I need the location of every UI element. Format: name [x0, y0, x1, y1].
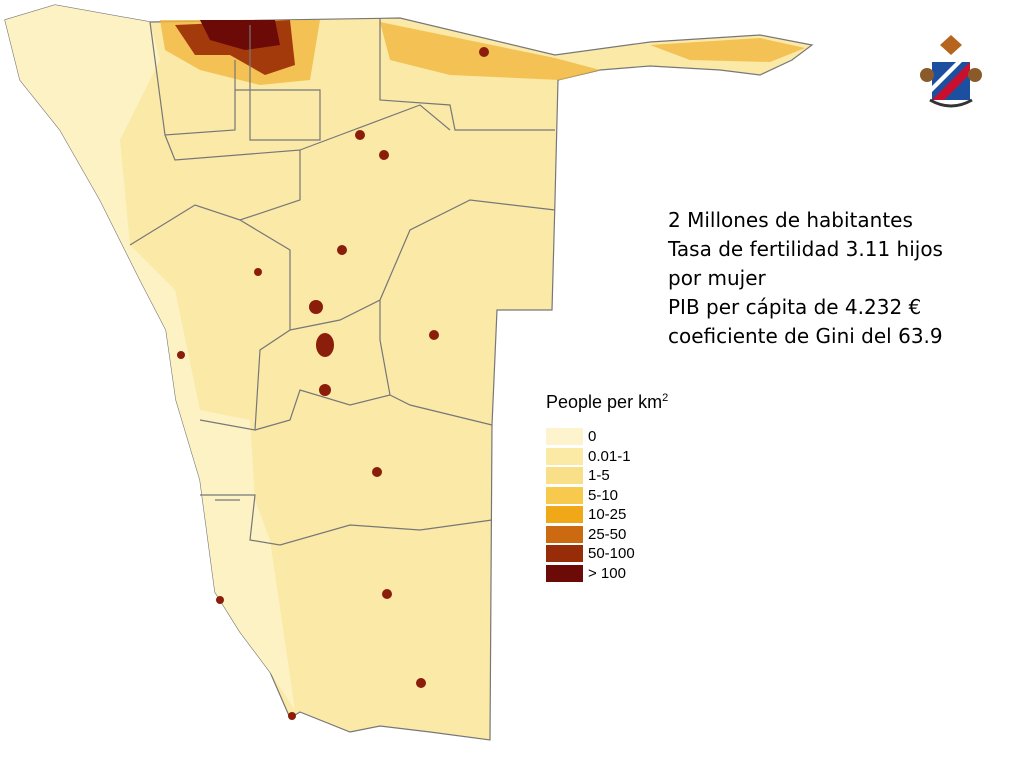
legend-swatch [546, 486, 583, 504]
region-borders [129, 18, 556, 546]
legend-row: 1-5 [546, 466, 716, 486]
info-line: coeficiente de Gini del 63.9 [668, 324, 943, 348]
info-line: Tasa de fertilidad 3.11 hijos por mujer [668, 237, 943, 290]
legend-title-text: People per km [546, 392, 663, 412]
legend-label: 25-50 [588, 525, 627, 543]
legend-label: 1-5 [588, 467, 610, 485]
legend-label: 10-25 [588, 506, 627, 524]
legend-row: 0.01-1 [546, 447, 716, 467]
settlement-dots [177, 47, 489, 720]
coastal-zone [5, 5, 295, 710]
legend-swatch [546, 506, 583, 524]
legend-row: > 100 [546, 564, 716, 584]
north-core [200, 20, 280, 50]
legend-label: 0.01-1 [588, 447, 631, 465]
legend-row: 10-25 [546, 505, 716, 525]
legend-items: 0 0.01-1 1-5 5-10 10-25 25-50 50-100 > 100 [546, 427, 716, 583]
legend-label: > 100 [588, 564, 626, 582]
legend-swatch [546, 564, 583, 582]
legend-row: 25-50 [546, 525, 716, 545]
legend-row: 50-100 [546, 544, 716, 564]
coat-of-arms [920, 35, 982, 108]
legend-label: 50-100 [588, 545, 635, 563]
legend-swatch [546, 545, 583, 563]
info-line: PIB per cápita de 4.232 € [668, 295, 922, 319]
info-line: 2 Millones de habitantes [668, 208, 913, 232]
legend-row: 0 [546, 427, 716, 447]
legend-label: 5-10 [588, 486, 619, 504]
legend-swatch [546, 447, 583, 465]
legend-title: People per km2 [546, 392, 716, 413]
legend-swatch [546, 467, 583, 485]
legend-title-superscript: 2 [662, 392, 669, 404]
info-text: 2 Millones de habitantes Tasa de fertilid… [668, 206, 958, 351]
legend-swatch [546, 525, 583, 543]
legend-row: 5-10 [546, 486, 716, 506]
legend: People per km2 0 0.01-1 1-5 5-10 10-25 25-50 5… [546, 392, 716, 583]
legend-swatch [546, 428, 583, 446]
legend-label: 0 [588, 428, 597, 446]
